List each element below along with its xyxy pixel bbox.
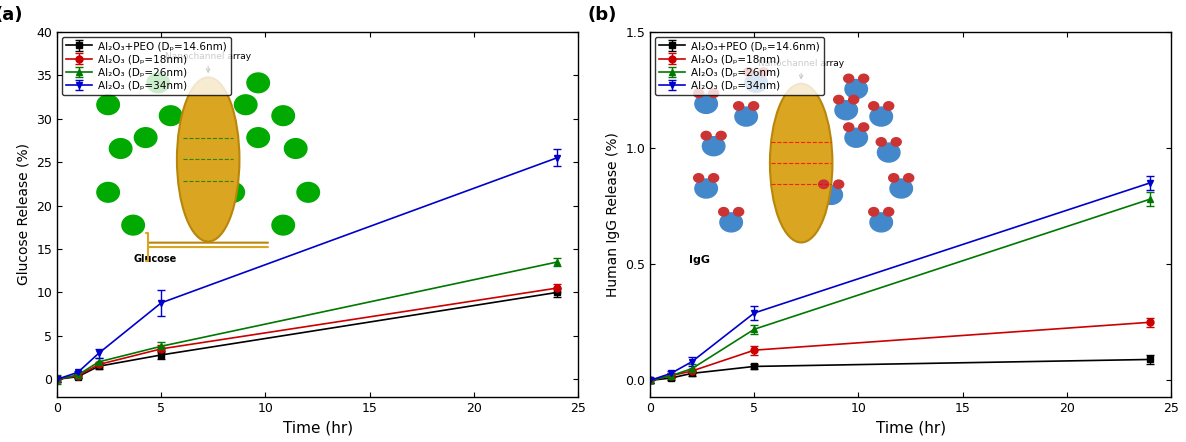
Legend: Al₂O₃+PEO (Dₚ=14.6nm), Al₂O₃ (Dₚ=18nm), Al₂O₃ (Dₚ=26nm), Al₂O₃ (Dₚ=34nm): Al₂O₃+PEO (Dₚ=14.6nm), Al₂O₃ (Dₚ=18nm), …	[63, 37, 230, 95]
Legend: Al₂O₃+PEO (Dₚ=14.6nm), Al₂O₃ (Dₚ=18nm), Al₂O₃ (Dₚ=26nm), Al₂O₃ (Dₚ=34nm): Al₂O₃+PEO (Dₚ=14.6nm), Al₂O₃ (Dₚ=18nm), …	[656, 37, 823, 95]
Y-axis label: Human IgG Release (%): Human IgG Release (%)	[606, 132, 619, 297]
X-axis label: Time (hr): Time (hr)	[875, 420, 945, 435]
Text: (a): (a)	[0, 7, 23, 24]
Y-axis label: Glucose Release (%): Glucose Release (%)	[17, 143, 31, 285]
X-axis label: Time (hr): Time (hr)	[282, 420, 352, 435]
Text: (b): (b)	[587, 7, 617, 24]
